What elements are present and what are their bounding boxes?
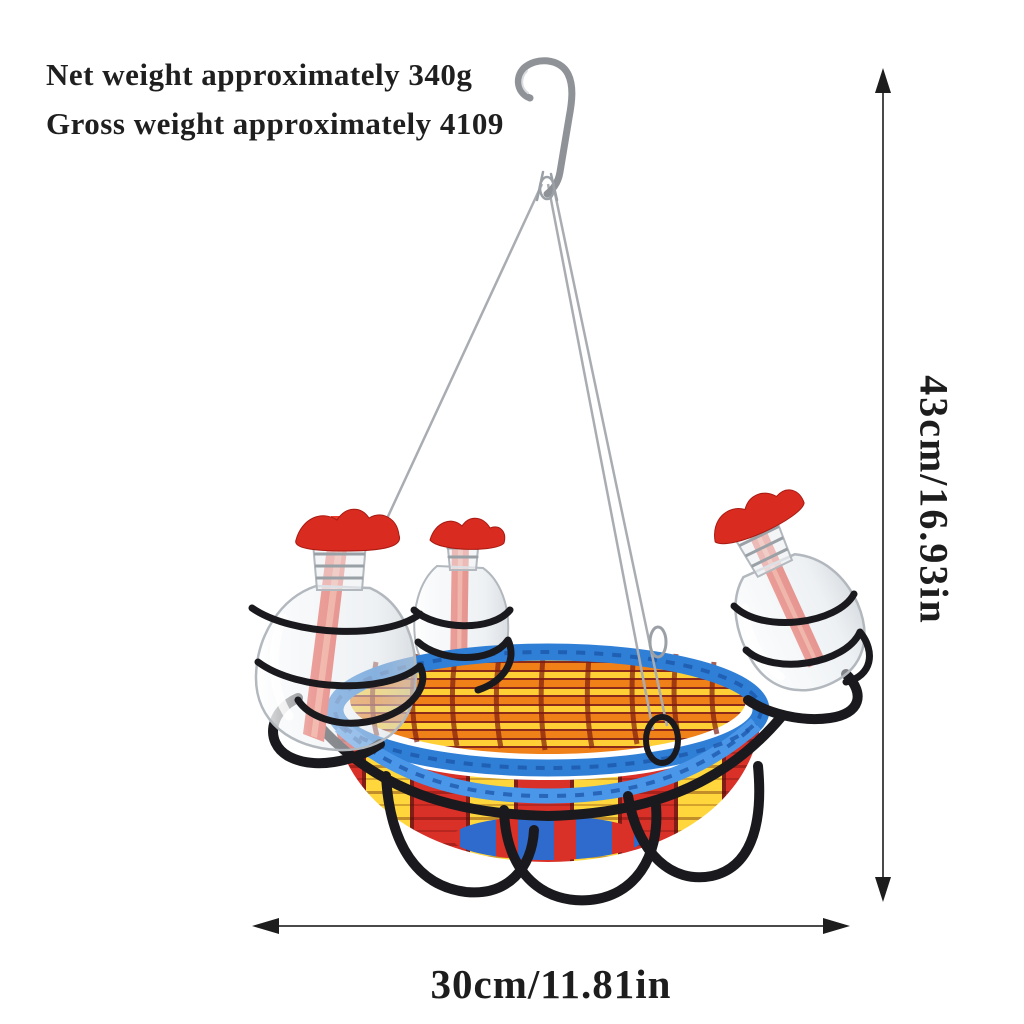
- rim-attachment-loop: [643, 714, 681, 766]
- s-hook-icon: [514, 57, 576, 202]
- hanging-wires: [376, 183, 681, 766]
- frame-cradle-band: [309, 711, 787, 822]
- left-flower-top: [295, 508, 401, 552]
- wire-connector-ring: [648, 625, 668, 659]
- hook-bottom-loop: [538, 175, 556, 201]
- vertical-dimension: [875, 68, 891, 902]
- arrow-down-icon: [875, 877, 891, 902]
- right-flower-top: [714, 489, 805, 545]
- frame-leg-left: [381, 771, 539, 898]
- middle-flower-top: [429, 517, 506, 550]
- left-bottle-body: [254, 584, 418, 752]
- arrow-up-icon: [875, 68, 891, 93]
- front-braid-texture: [338, 722, 758, 799]
- weight-annotations: Net weight approximately 340g Gross weig…: [46, 50, 504, 148]
- left-spiral: [248, 604, 427, 727]
- horizontal-dimension: [252, 918, 850, 934]
- right-neck-ridges: [738, 525, 789, 568]
- frame-right-arm: [743, 669, 863, 725]
- right-spiral: [730, 590, 873, 686]
- spiral-bottle-holders: [248, 590, 873, 727]
- hook-body: [514, 57, 576, 198]
- left-bottle-highlight: [269, 613, 294, 721]
- frame-leg-right: [623, 761, 765, 883]
- wire-left: [376, 183, 544, 539]
- basket-bottom: [452, 816, 644, 860]
- net-weight-text: Net weight approximately 340g: [46, 57, 473, 92]
- arrow-left-icon: [252, 918, 279, 934]
- gross-weight-text: Gross weight approximately 4109: [46, 106, 504, 141]
- arrow-right-icon: [823, 918, 850, 934]
- hook-highlight: [521, 70, 529, 94]
- middle-spiral: [410, 606, 515, 694]
- height-dimension-label: 43cm/16.93in: [911, 375, 957, 625]
- wire-right-back: [551, 183, 669, 727]
- black-metal-frame: [268, 669, 863, 906]
- width-dimension-label: 30cm/11.81in: [430, 961, 672, 1007]
- wire-right-front: [546, 183, 655, 731]
- left-neck-ridges: [314, 552, 365, 580]
